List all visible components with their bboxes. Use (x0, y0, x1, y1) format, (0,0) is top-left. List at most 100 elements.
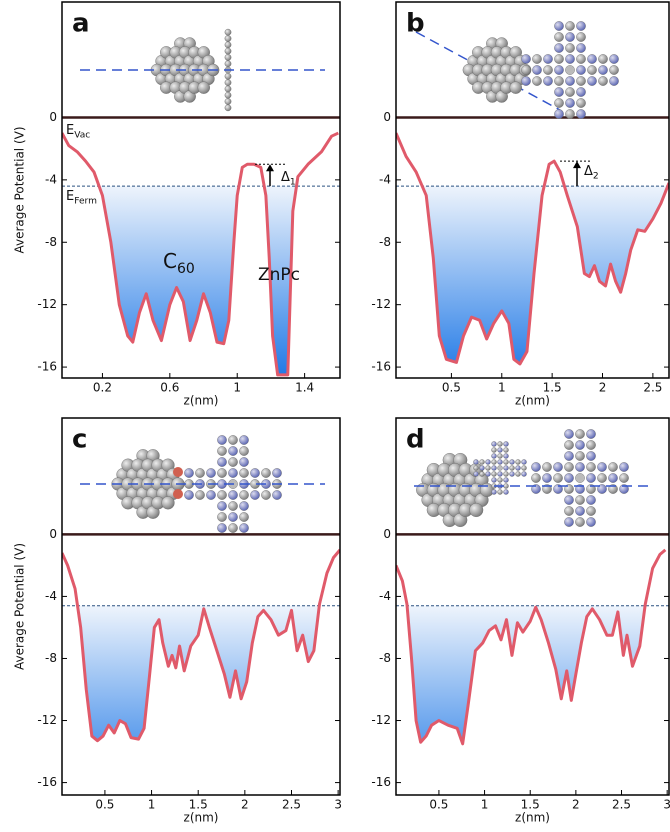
atom (225, 48, 231, 54)
atom (225, 35, 231, 41)
atom (239, 501, 248, 510)
x-tick-label: 1 (233, 381, 241, 395)
atom (597, 462, 606, 471)
atom (228, 523, 237, 532)
annotation-sub: Ferm (74, 196, 97, 206)
atom (497, 465, 502, 470)
x-tick-label: 1.5 (189, 798, 208, 812)
y-tick-label: -16 (37, 775, 57, 789)
atom (173, 467, 183, 477)
x-tick-label: 1.4 (295, 381, 314, 395)
y-tick-label: -12 (371, 713, 391, 727)
atom (532, 54, 541, 63)
atom (576, 32, 585, 41)
x-tick-label: 1.5 (521, 798, 540, 812)
x-axis-label: z(nm) (184, 811, 219, 825)
atom (575, 451, 584, 460)
atom (473, 471, 478, 476)
atom (515, 471, 520, 476)
annotation: ZnPc (258, 265, 300, 285)
atom (503, 483, 508, 488)
y-tick-label: 0 (49, 527, 57, 541)
atom (469, 503, 483, 517)
atom (503, 447, 508, 452)
atom (228, 435, 237, 444)
atom (503, 465, 508, 470)
x-tick-label: 1 (148, 798, 156, 812)
y-tick-label: 0 (383, 110, 391, 124)
atom (554, 65, 563, 74)
y-tick-label: -8 (45, 651, 57, 665)
atom (564, 473, 573, 482)
atom (554, 32, 563, 41)
atom (565, 43, 574, 52)
y-tick-label: -16 (371, 775, 391, 789)
atom (543, 76, 552, 85)
atom (515, 465, 520, 470)
atom (217, 512, 226, 521)
panel: 0-4-8-12-160.511.522.53z(nm)d (371, 418, 670, 825)
y-tick-label: -4 (45, 172, 57, 186)
atom (217, 446, 226, 455)
atom (261, 468, 270, 477)
atom (586, 517, 595, 526)
atom (564, 440, 573, 449)
atom (228, 468, 237, 477)
atom (586, 473, 595, 482)
well-clip (62, 606, 340, 795)
atom (184, 490, 193, 499)
x-tick-label: 2.5 (643, 381, 662, 395)
well-clip (396, 606, 669, 795)
annotation-main: Δ (281, 170, 290, 185)
y-tick-label: -8 (379, 235, 391, 249)
atom (497, 447, 502, 452)
atom (575, 429, 584, 438)
annotation-main: Δ (584, 164, 593, 179)
y-tick-label: -4 (379, 589, 391, 603)
atom (576, 54, 585, 63)
atom (485, 465, 490, 470)
atom (497, 477, 502, 482)
x-tick-label: 2 (241, 798, 249, 812)
atom (497, 441, 502, 446)
atom (206, 490, 215, 499)
panel-label: c (72, 425, 87, 455)
atom (479, 465, 484, 470)
y-tick-label: 0 (383, 527, 391, 541)
atom (575, 495, 584, 504)
y-tick-label: -12 (37, 713, 57, 727)
atom (509, 465, 514, 470)
annotation-main: E (66, 189, 74, 204)
panel: 0-4-8-12-160.511.522.5z(nm)bΔ2 (371, 2, 669, 408)
annotation: EVac (66, 123, 90, 141)
y-axis-label: Average Potential (V) (13, 126, 27, 253)
atom (587, 76, 596, 85)
atom (162, 496, 175, 509)
atom (228, 512, 237, 521)
atom (543, 65, 552, 74)
atom (217, 490, 226, 499)
atom (586, 440, 595, 449)
atom (239, 468, 248, 477)
annotation-sub: 60 (177, 261, 195, 277)
atom (565, 87, 574, 96)
atom (195, 468, 204, 477)
atom (491, 447, 496, 452)
atom (521, 465, 526, 470)
atom (564, 429, 573, 438)
y-tick-label: -12 (371, 297, 391, 311)
atom (217, 457, 226, 466)
atom (479, 471, 484, 476)
atom (565, 21, 574, 30)
atom (473, 465, 478, 470)
annotation-sub: 1 (290, 177, 296, 187)
atom (586, 462, 595, 471)
atom (554, 54, 563, 63)
potential-well (396, 606, 669, 795)
atom (225, 42, 231, 48)
atom (479, 459, 484, 464)
atom (228, 446, 237, 455)
atom (565, 109, 574, 118)
annotation: Δ2 (584, 164, 599, 182)
atom (598, 54, 607, 63)
